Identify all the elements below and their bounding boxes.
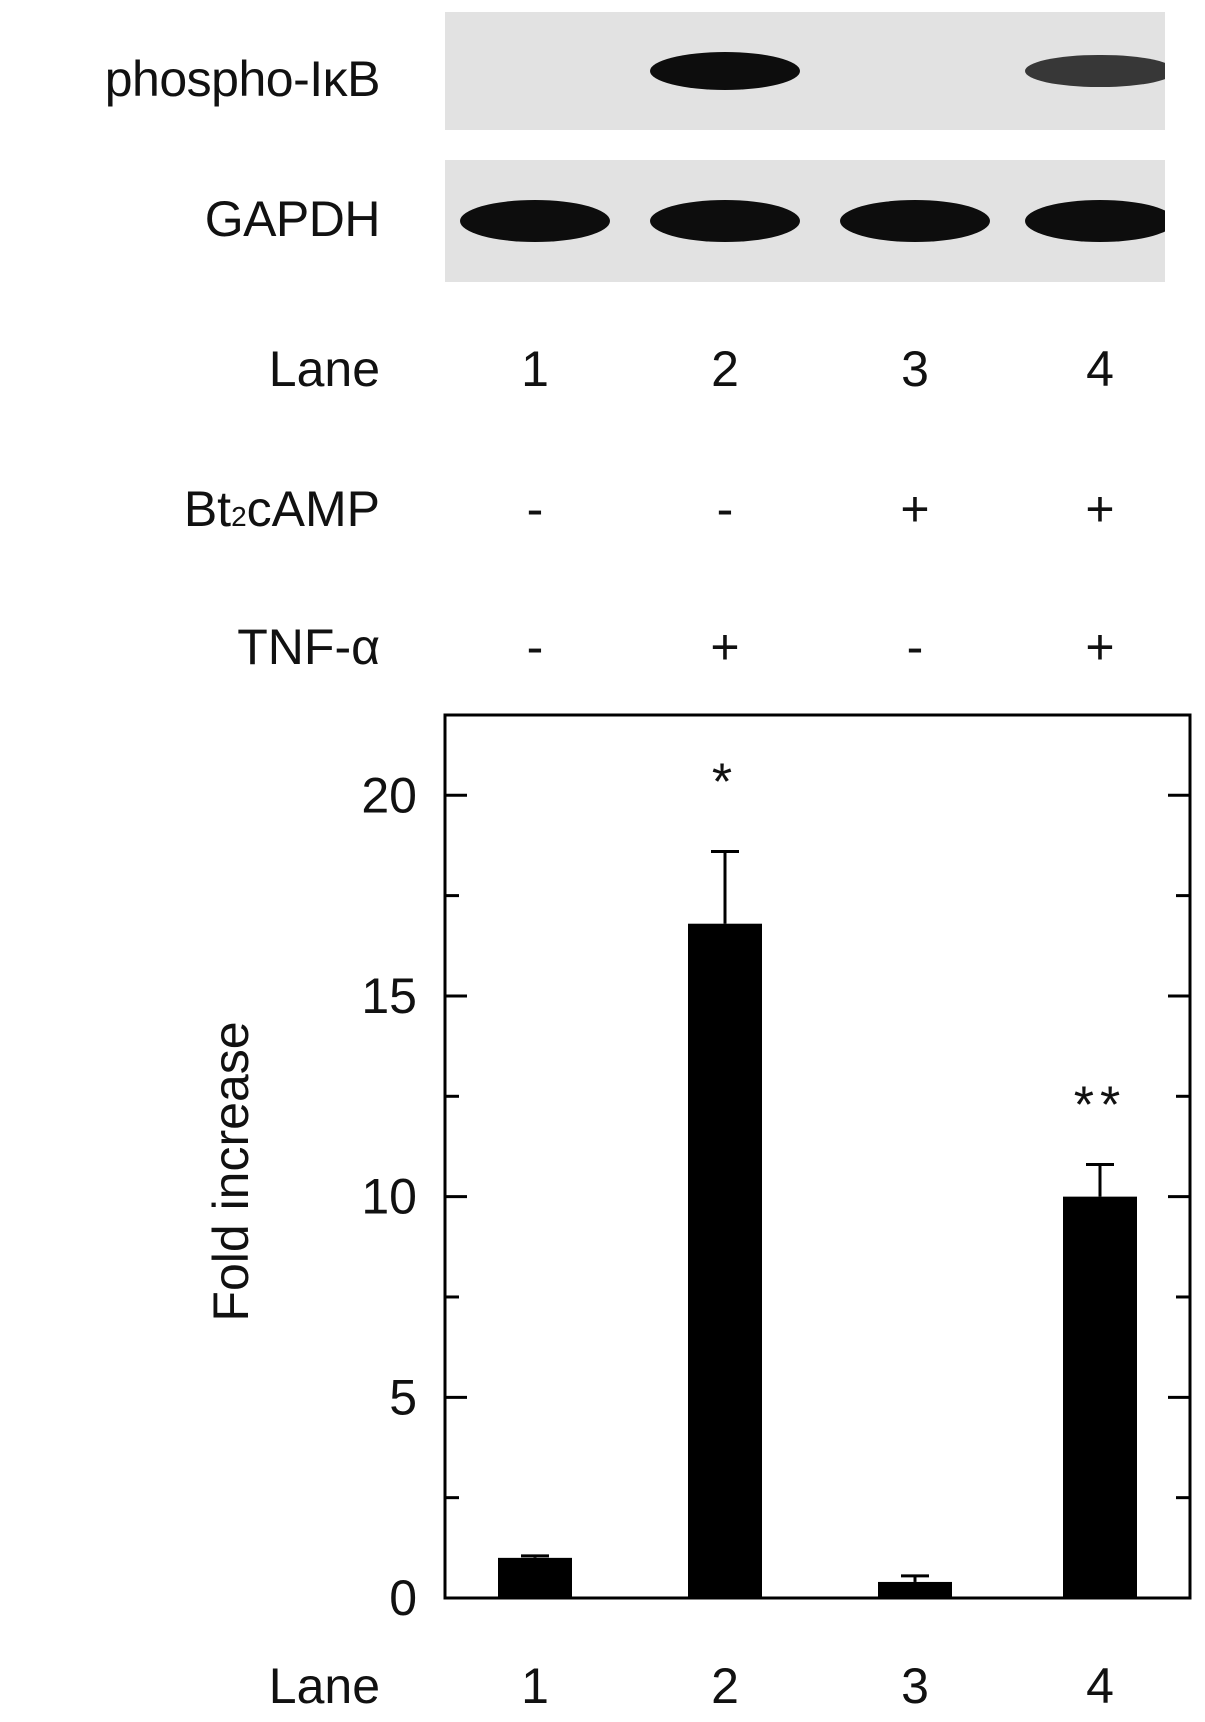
bt2camp-label-sub: 2	[231, 501, 247, 532]
tnf-row-value-4: +	[1085, 619, 1115, 675]
significance-marker-lane-4: **	[1074, 1077, 1126, 1135]
y-axis-label: Fold increase	[203, 1021, 259, 1321]
x-tick-label-1: 1	[521, 1658, 549, 1714]
tnf-row-value-2: +	[710, 619, 740, 675]
bt2camp-row-value-1: -	[526, 481, 544, 537]
bar-lane-4	[1063, 1196, 1137, 1598]
significance-marker-lane-2: *	[712, 753, 738, 811]
lane-row-value-1: 1	[521, 341, 549, 397]
bar-lane-3	[878, 1581, 952, 1598]
bt2camp-row-label: Bt2cAMP	[0, 480, 380, 538]
x-tick-label-3: 3	[901, 1658, 929, 1714]
lane-row-value-2: 2	[711, 341, 739, 397]
plot-frame	[443, 713, 1192, 1600]
phospho-ikb-label: phospho-IκB	[104, 51, 381, 107]
gapdh-blot	[445, 160, 1165, 282]
tnf-row-label: TNF-α	[237, 619, 380, 675]
gapdh-label: GAPDH	[204, 191, 381, 247]
y-tick-label-0: 0	[389, 1570, 417, 1626]
tnf-row-value-1: -	[526, 619, 544, 675]
x-axis-label: Lane	[269, 1658, 380, 1714]
bt2camp-row-value-4: +	[1085, 481, 1115, 537]
tnf-row-value-3: -	[906, 619, 924, 675]
bt2camp-label-rest: cAMP	[246, 481, 380, 537]
y-tick-label-5: 5	[389, 1369, 417, 1425]
bt2camp-row-value-2: -	[716, 481, 734, 537]
lane-row-value-4: 4	[1086, 341, 1114, 397]
phospho-ikb-blot	[445, 12, 1165, 130]
gapdh-band-4	[1025, 200, 1165, 242]
y-tick-label-10: 10	[361, 1169, 417, 1225]
y-tick-label-15: 15	[361, 968, 417, 1024]
x-tick-label-4: 4	[1086, 1658, 1114, 1714]
bt2camp-row-value-3: +	[900, 481, 930, 537]
gapdh-band-1	[460, 200, 610, 242]
gapdh-band-3	[840, 200, 990, 242]
y-tick-label-20: 20	[361, 767, 417, 823]
lane-row-value-3: 3	[901, 341, 929, 397]
bt2camp-label-main: Bt	[183, 481, 232, 537]
phospho-ikb-band-2	[650, 52, 800, 90]
x-tick-label-2: 2	[711, 1658, 739, 1714]
lane-row-label: Lane	[268, 341, 380, 397]
gapdh-band-2	[650, 200, 800, 242]
bar-lane-1	[498, 1557, 572, 1598]
bar-lane-2	[688, 923, 762, 1598]
phospho-ikb-band-4	[1025, 54, 1165, 88]
